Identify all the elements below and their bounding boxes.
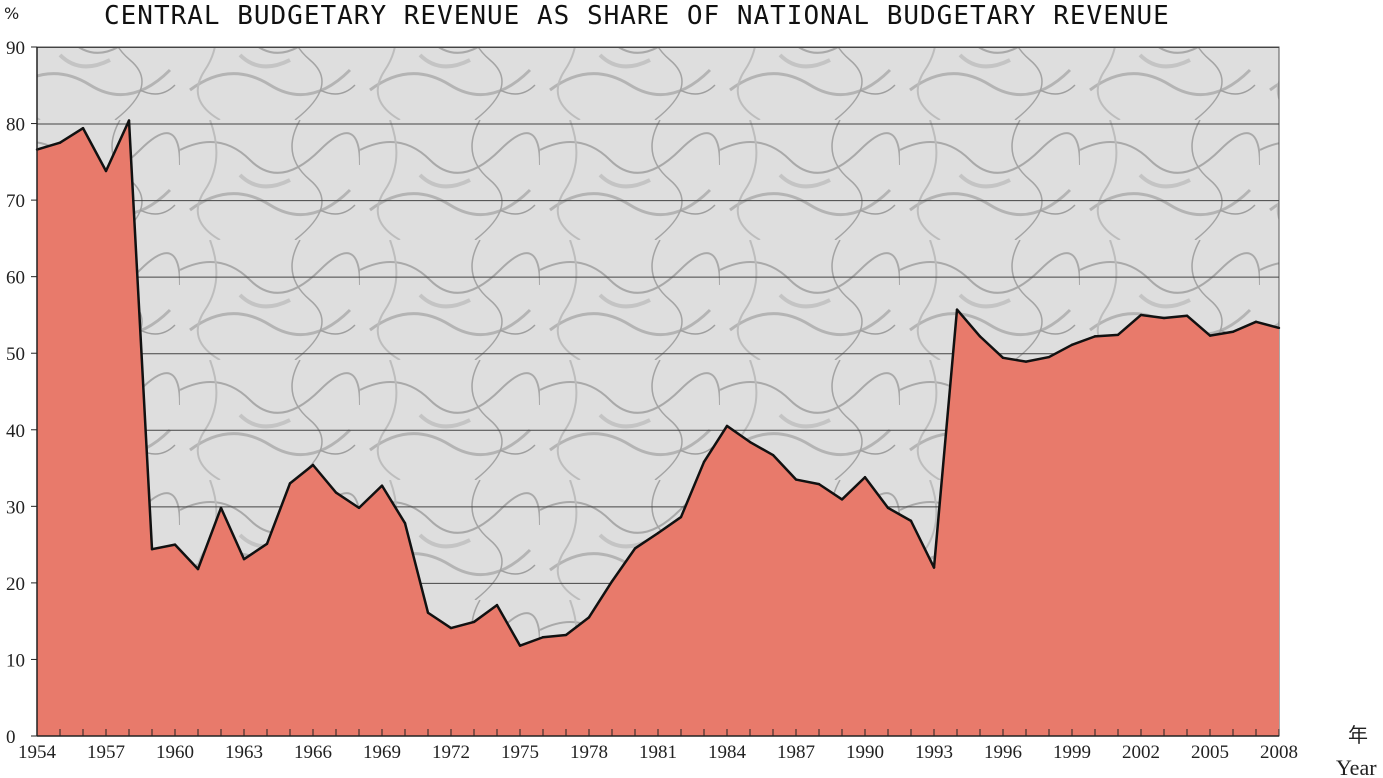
data-point xyxy=(541,636,545,639)
data-point xyxy=(955,308,959,311)
data-point xyxy=(219,506,223,510)
data-point xyxy=(380,484,384,487)
x-tick-label: 1960 xyxy=(156,742,194,763)
data-point xyxy=(1139,313,1143,317)
x-axis: 1954 1957 1960 1963 1966 1969 1972 1975 1978 1981… xyxy=(18,729,1298,763)
x-tick-label: 1993 xyxy=(915,742,953,763)
data-point xyxy=(518,644,522,647)
area-fill xyxy=(37,120,1279,736)
y-axis-unit: % xyxy=(4,4,19,23)
x-tick-label: 1972 xyxy=(432,742,470,763)
data-point xyxy=(127,119,131,122)
x-tick-label: 1969 xyxy=(363,742,401,763)
y-tick-label: 0 xyxy=(6,727,16,748)
y-tick-label: 90 xyxy=(6,38,25,59)
data-point xyxy=(840,498,844,501)
data-point xyxy=(472,620,476,624)
x-tick-label: 1999 xyxy=(1053,742,1091,763)
data-point xyxy=(1254,320,1258,324)
x-tick-label: 1984 xyxy=(708,742,747,763)
data-point xyxy=(104,169,108,173)
data-point xyxy=(196,567,200,571)
data-point xyxy=(1001,356,1005,360)
x-tick-label: 1987 xyxy=(777,742,815,763)
y-tick-label: 10 xyxy=(6,650,25,671)
x-tick-label: 1996 xyxy=(984,742,1022,763)
area-series xyxy=(35,119,1281,736)
data-point xyxy=(449,626,453,630)
y-tick-label: 30 xyxy=(6,497,25,518)
data-point xyxy=(702,460,706,464)
x-tick-label: 2002 xyxy=(1122,742,1160,763)
data-point xyxy=(173,543,177,546)
data-point xyxy=(817,482,821,486)
data-point xyxy=(656,531,660,535)
data-point xyxy=(633,547,637,550)
data-point xyxy=(978,335,982,338)
data-point xyxy=(886,506,890,510)
data-point xyxy=(1162,316,1166,320)
data-point xyxy=(679,515,683,519)
x-tick-label: 1990 xyxy=(846,742,884,763)
data-point xyxy=(725,424,729,428)
y-tick-label: 50 xyxy=(6,344,25,365)
data-point xyxy=(1116,333,1120,337)
data-point xyxy=(564,633,568,637)
x-axis-label: Year xyxy=(1336,755,1377,778)
x-tick-label: 2008 xyxy=(1260,742,1298,763)
x-tick-label: 1978 xyxy=(570,742,608,763)
data-point xyxy=(1093,335,1097,338)
data-point xyxy=(932,566,936,569)
data-point xyxy=(1185,314,1189,317)
data-point xyxy=(357,506,361,510)
chart-title: CENTRAL BUDGETARY REVENUE AS SHARE OF NA… xyxy=(104,1,1170,31)
x-tick-label: 2005 xyxy=(1191,742,1229,763)
data-point xyxy=(403,521,407,525)
data-point xyxy=(863,476,867,479)
data-point xyxy=(1208,334,1212,337)
data-point xyxy=(242,557,246,561)
x-axis-label-cn: 年 xyxy=(1348,723,1368,747)
data-point xyxy=(610,580,614,583)
y-tick-label: 40 xyxy=(6,421,25,442)
y-tick-label: 60 xyxy=(6,268,25,289)
x-tick-label: 1966 xyxy=(294,742,332,763)
data-point xyxy=(1047,355,1051,359)
data-point xyxy=(334,491,338,494)
y-tick-label: 80 xyxy=(6,115,25,136)
data-point xyxy=(81,126,85,130)
data-point xyxy=(909,519,913,523)
x-tick-label: 1957 xyxy=(87,742,125,763)
y-tick-label: 20 xyxy=(6,574,25,595)
data-point xyxy=(495,603,499,607)
x-tick-label: 1981 xyxy=(639,742,677,763)
data-point xyxy=(426,611,430,614)
data-point xyxy=(1231,330,1235,333)
data-point xyxy=(288,482,292,485)
x-tick-label: 1963 xyxy=(225,742,263,763)
data-point xyxy=(1070,343,1074,347)
x-tick-label: 1954 xyxy=(18,742,57,763)
data-point xyxy=(794,478,798,481)
data-point xyxy=(771,453,775,457)
data-point xyxy=(311,463,315,467)
data-point xyxy=(150,548,154,551)
data-point xyxy=(1277,326,1281,330)
data-point xyxy=(748,440,752,444)
data-point xyxy=(1024,360,1028,363)
data-point xyxy=(58,141,62,144)
y-tick-label: 70 xyxy=(6,191,25,212)
data-point xyxy=(587,616,591,619)
data-point xyxy=(265,542,269,546)
x-tick-label: 1975 xyxy=(501,742,539,763)
y-axis: 0 10 20 30 40 50 60 70 80 90 xyxy=(6,38,38,748)
